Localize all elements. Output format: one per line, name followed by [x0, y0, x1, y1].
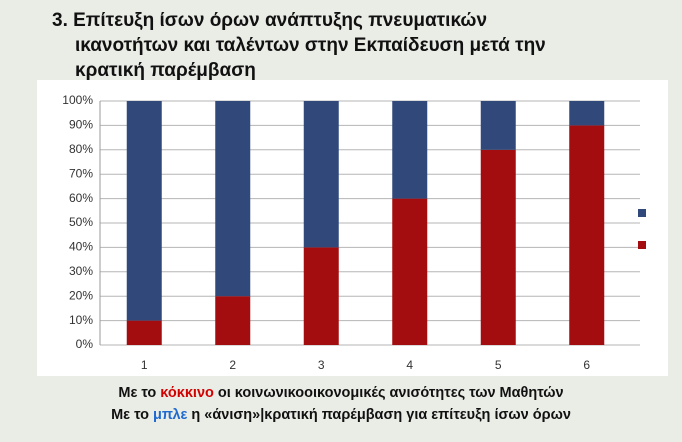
y-tick-label: 10% [69, 313, 93, 327]
y-tick-label: 60% [69, 191, 93, 205]
title-line: 3. Επίτευξη ίσων όρων ανάπτυξης πνευματι… [52, 10, 487, 31]
y-tick-label: 70% [69, 166, 93, 180]
title-line: κρατική παρέμβαση [75, 60, 256, 81]
y-tick-label: 0% [76, 337, 94, 351]
x-tick-label: 4 [406, 358, 413, 372]
bar-segment [392, 101, 428, 199]
legend-swatch [638, 241, 646, 249]
x-tick-label: 1 [141, 358, 148, 372]
bar-segment [303, 101, 339, 248]
title-line: ικανοτήτων και ταλέντων στην Εκπαίδευση … [75, 35, 546, 56]
bar-segment [480, 101, 516, 150]
caption-line: Με το κόκκινο οι κοινωνικοοικονομικές ανισ… [118, 385, 563, 401]
caption-part: μπλε [153, 407, 187, 423]
caption-part: Με το [111, 407, 149, 423]
y-tick-label: 100% [62, 93, 93, 107]
x-tick-label: 2 [229, 358, 236, 372]
y-tick-label: 20% [69, 288, 93, 302]
x-tick-label: 3 [318, 358, 325, 372]
caption-part: οι κοινωνικοοικονομικές ανισότητες των Μ… [218, 385, 564, 401]
bar-segment [126, 320, 162, 345]
bar-segment [215, 101, 251, 297]
y-tick-label: 80% [69, 142, 93, 156]
caption-part: κόκκινο [160, 385, 214, 401]
caption-part: Με το [118, 385, 156, 401]
caption-part: η «άνιση»|κρατική παρέμβαση για επίτευξη… [191, 407, 570, 423]
y-tick-label: 40% [69, 240, 93, 254]
bar-segment [569, 125, 605, 346]
caption-line: Με το μπλε η «άνιση»|κρατική παρέμβαση για… [111, 407, 571, 423]
x-tick-label: 6 [583, 358, 590, 372]
y-tick-label: 30% [69, 264, 93, 278]
bar-segment [215, 296, 251, 345]
legend-swatch [638, 209, 646, 217]
bar-segment [392, 198, 428, 345]
bar-segment [480, 149, 516, 345]
bar-segment [569, 101, 605, 126]
bar-segment [126, 101, 162, 321]
y-tick-label: 50% [69, 215, 93, 229]
y-tick-label: 90% [69, 118, 93, 132]
bar-segment [303, 247, 339, 345]
x-tick-label: 5 [495, 358, 502, 372]
